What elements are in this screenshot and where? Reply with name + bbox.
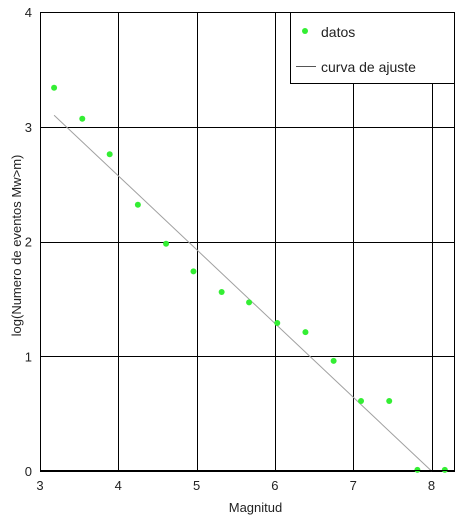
x-tick-label: 6 — [271, 478, 278, 493]
data-point — [79, 115, 86, 122]
x-tick-labels: 3 4 5 6 7 8 — [36, 478, 435, 493]
y-tick-label: 3 — [25, 120, 32, 135]
data-point — [330, 357, 337, 364]
data-point — [218, 288, 225, 295]
x-axis-label: Magnitud — [229, 500, 282, 515]
y-axis-label: log(Numero de eventos Mw>m) — [9, 155, 24, 337]
legend: datos curva de ajuste — [290, 12, 455, 84]
data-point — [274, 319, 281, 326]
legend-label-curva-de-ajuste: curva de ajuste — [321, 59, 416, 75]
legend-marker-datos — [302, 28, 308, 34]
data-points — [51, 84, 448, 473]
fit-line — [53, 114, 432, 472]
data-point — [190, 268, 197, 275]
data-point — [414, 466, 421, 473]
y-tick-label: 0 — [25, 464, 32, 479]
data-point — [106, 151, 113, 158]
x-tick-label: 3 — [36, 478, 43, 493]
legend-label-datos: datos — [321, 24, 355, 40]
data-point — [302, 329, 309, 336]
plot-area — [40, 12, 455, 471]
x-tick-label: 8 — [428, 478, 435, 493]
data-point — [51, 84, 58, 91]
data-point — [358, 398, 365, 405]
x-tick-label: 7 — [350, 478, 357, 493]
data-point — [441, 466, 448, 473]
y-tick-labels: 0 1 2 3 4 — [25, 5, 32, 479]
x-tick-label: 5 — [193, 478, 200, 493]
data-point — [134, 201, 141, 208]
y-tick-label: 1 — [25, 349, 32, 364]
data-point — [386, 398, 393, 405]
data-point — [246, 299, 253, 306]
x-tick-label: 4 — [115, 478, 122, 493]
y-tick-label: 4 — [25, 5, 32, 20]
data-point — [163, 240, 170, 247]
y-tick-label: 2 — [25, 235, 32, 250]
